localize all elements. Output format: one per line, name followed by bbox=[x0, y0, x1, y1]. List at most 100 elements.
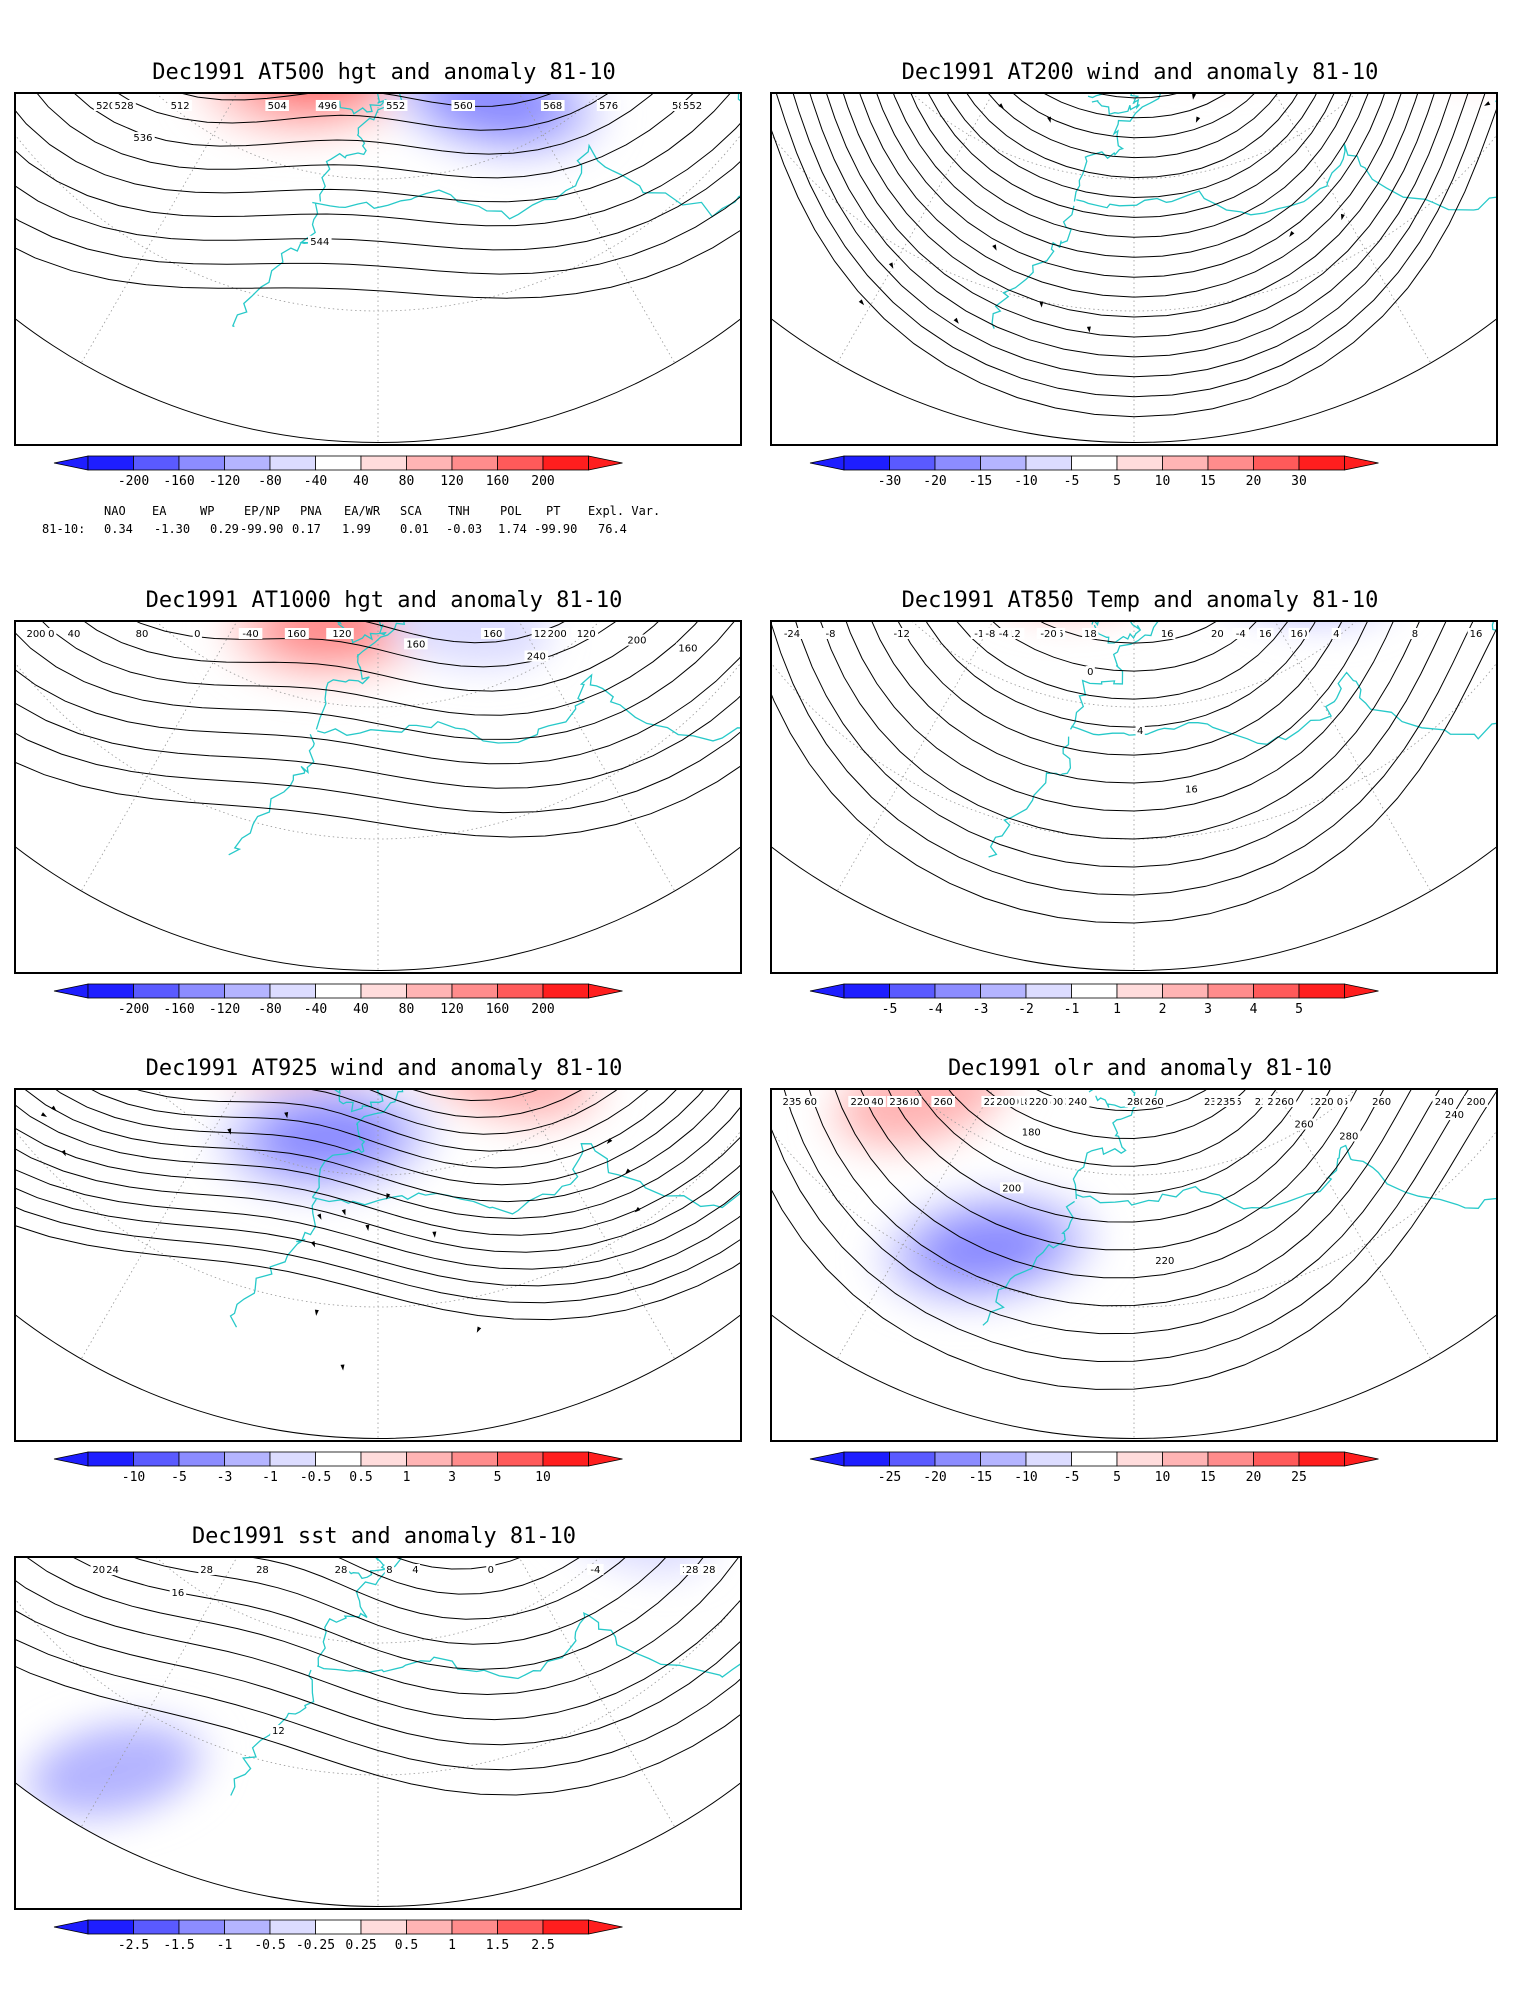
contour-label: 260 bbox=[1275, 1097, 1294, 1108]
teleconnection-header: NAO bbox=[104, 504, 126, 518]
teleconnection-value: 1.74 bbox=[498, 522, 527, 536]
colorbar: -30 -20 -15 -10 -5 5 10 15 20 30 bbox=[809, 450, 1470, 496]
colorbar-segment bbox=[542, 1919, 589, 1935]
colorbar-tick-label: -25 bbox=[878, 1470, 901, 1485]
contour-label: 40 bbox=[68, 629, 81, 640]
coastlines bbox=[228, 622, 740, 856]
colorbar-tick-label: 80 bbox=[399, 1002, 415, 1017]
teleconnection-header: PT bbox=[546, 504, 561, 518]
stream-arrow bbox=[1195, 116, 1201, 123]
contour-label: -12 bbox=[894, 629, 910, 640]
contour-label: -40 bbox=[242, 629, 258, 640]
teleconnection-value: 76.4 bbox=[598, 522, 627, 536]
colorbar-tick-label: 0.25 bbox=[345, 1938, 376, 1953]
colorbar-segment bbox=[1298, 455, 1345, 471]
contour-label: 120 bbox=[577, 629, 596, 640]
contour-label: 260 bbox=[1372, 1097, 1391, 1108]
colorbar-segment bbox=[542, 1451, 589, 1467]
contour-label: 552 bbox=[386, 101, 405, 112]
contour-label: 528 bbox=[115, 101, 134, 112]
polar-map: 2201802601801401601802002202602362202352… bbox=[772, 1090, 1496, 1439]
colorbar-arrow-high bbox=[1344, 983, 1379, 999]
equator-boundary bbox=[772, 318, 1496, 443]
colorbar-segment bbox=[224, 455, 271, 471]
polar-map: 496504512520528536544552560568576584552 bbox=[16, 94, 740, 443]
colorbar-tick-label: -80 bbox=[258, 1002, 281, 1017]
colorbar-tick-label: 2 bbox=[1159, 1002, 1167, 1017]
contour-label: 8 bbox=[386, 1565, 392, 1576]
stream-arrow bbox=[227, 1128, 232, 1135]
colorbar-segment bbox=[315, 455, 362, 471]
colorbar-tick-label: -0.25 bbox=[296, 1938, 335, 1953]
colorbar-tick-label: -0.5 bbox=[300, 1470, 331, 1485]
colorbar-tick-label: 30 bbox=[1291, 474, 1307, 489]
contour-label: 160 bbox=[678, 644, 697, 655]
colorbar-tick-label: -160 bbox=[163, 474, 194, 489]
contour-label: 220 bbox=[1155, 1256, 1174, 1267]
colorbar-segment bbox=[178, 1451, 225, 1467]
stream-arrow bbox=[432, 1231, 437, 1238]
colorbar-segment bbox=[497, 983, 544, 999]
panel-title: Dec1991 sst and anomaly 81-10 bbox=[191, 1524, 577, 1549]
colorbar-segment bbox=[1071, 983, 1118, 999]
teleconnection-value: 0.01 bbox=[400, 522, 429, 536]
teleconnection-header: EA bbox=[152, 504, 167, 518]
colorbar-tick-label: 4 bbox=[1250, 1002, 1258, 1017]
graticule bbox=[772, 1090, 1496, 1439]
contour-lines bbox=[772, 1090, 1496, 1390]
contour-label: 240 bbox=[527, 651, 546, 662]
colorbar-tick-label: -1.5 bbox=[163, 1938, 194, 1953]
anomaly-region bbox=[434, 1090, 586, 1115]
colorbar-arrow-high bbox=[588, 1451, 623, 1467]
colorbar-segment bbox=[1207, 455, 1254, 471]
colorbar-segment bbox=[889, 455, 936, 471]
contour-label: 576 bbox=[599, 101, 618, 112]
contour-label: 160 bbox=[483, 629, 502, 640]
stream-arrow bbox=[341, 1209, 346, 1216]
colorbar-tick-label: -0.5 bbox=[254, 1938, 285, 1953]
colorbar-tick-label: -1 bbox=[262, 1470, 278, 1485]
colorbar-segment bbox=[224, 1919, 271, 1935]
colorbar-segment bbox=[360, 455, 407, 471]
colorbar-tick-label: -5 bbox=[1064, 1470, 1080, 1485]
teleconnection-value: -99.90 bbox=[534, 522, 578, 536]
colorbar-tick-label: -30 bbox=[878, 474, 901, 489]
coastlines bbox=[230, 1558, 740, 1796]
colorbar-segment bbox=[315, 1919, 362, 1935]
colorbar-tick-label: 5 bbox=[1113, 474, 1121, 489]
colorbar-tick-label: -200 bbox=[118, 474, 149, 489]
contour-label: 16 bbox=[1185, 785, 1198, 796]
colorbar-segment bbox=[889, 1451, 936, 1467]
stream-arrow bbox=[1484, 101, 1491, 106]
colorbar-arrow-low bbox=[809, 1451, 845, 1467]
colorbar: -2.5 -1.5 -1 -0.5 -0.25 0.25 0.5 1 1.5 2.5 bbox=[53, 1914, 714, 1960]
colorbar-segment bbox=[542, 983, 589, 999]
panel-title: Dec1991 AT925 wind and anomaly 81-10 bbox=[145, 1056, 623, 1081]
contour-label: 260 bbox=[1145, 1097, 1164, 1108]
colorbar-tick-label: -3 bbox=[973, 1002, 989, 1017]
map-frame: -40-400804040200180160120160240200160160… bbox=[14, 620, 742, 974]
colorbar-tick-label: 0.5 bbox=[395, 1938, 418, 1953]
coastlines bbox=[982, 1090, 1496, 1326]
colorbar: -5 -4 -3 -2 -1 1 2 3 4 5 bbox=[809, 978, 1470, 1024]
teleconnection-header: TNH bbox=[448, 504, 470, 518]
teleconnection-value: 0.17 bbox=[292, 522, 321, 536]
colorbar-arrow-low bbox=[809, 983, 845, 999]
colorbar-segment bbox=[87, 1919, 134, 1935]
colorbar-segment bbox=[406, 1451, 453, 1467]
colorbar-segment bbox=[980, 1451, 1027, 1467]
contour-label: 560 bbox=[454, 101, 473, 112]
contour-label: 504 bbox=[268, 101, 287, 112]
colorbar: -200 -160 -120 -80 -40 40 80 120 160 200 bbox=[53, 978, 714, 1024]
colorbar-tick-label: -10 bbox=[122, 1470, 145, 1485]
stream-arrow bbox=[1047, 116, 1051, 123]
stream-arrow bbox=[625, 1168, 631, 1175]
stream-arrow bbox=[365, 1224, 370, 1231]
colorbar-arrow-low bbox=[809, 455, 845, 471]
colorbar-segment bbox=[497, 455, 544, 471]
colorbar-tick-label: -2 bbox=[1018, 1002, 1034, 1017]
equator-boundary bbox=[772, 1314, 1496, 1439]
colorbar-tick-label: -3 bbox=[217, 1470, 233, 1485]
